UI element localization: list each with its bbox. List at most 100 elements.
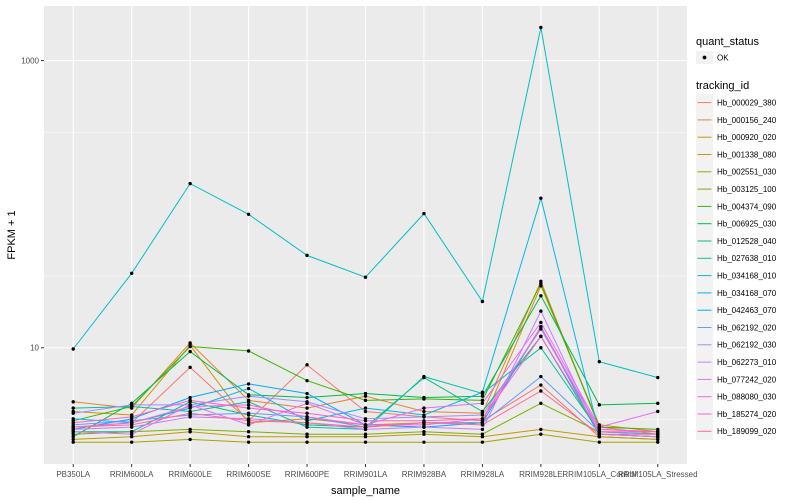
data-point-Hb_004374_090-RRIM600PE [305,378,309,383]
data-point-Hb_000029_380-RRIM901LA [363,409,368,414]
data-point-Hb_088080_030-RRIM928LE [539,325,543,329]
data-point-Hb_185274_020-RRIM600LE [188,398,192,403]
data-point-Hb_077242_020-PB350LA [71,430,75,434]
legend-label-Hb_189099_020: Hb_189099_020 [717,427,777,436]
data-point-Hb_034168_010-RRIM928LA [480,299,485,304]
data-point-Hb_077242_020-RRIM600LA [129,432,134,436]
data-point-Hb_042463_070-RRIM600LE [188,395,192,400]
x-tick-label: RRIM928LA [461,470,505,479]
data-point-Hb_034168_070-RRIM600SE [246,386,251,391]
data-point-Hb_062192_030-RRIM928BA [422,415,426,419]
data-point-Hb_034168_010-RRIM928LE [539,25,543,30]
data-point-Hb_189099_020-RRIM928LE [539,389,543,393]
data-point-Hb_006925_030-RRIM600LE [188,349,192,354]
data-point-Hb_077242_020-RRIM600SE [246,423,251,427]
legend: quant_status OK tracking_id Hb_000029_380 Hb… [696,36,777,440]
legend-point-key [702,55,707,60]
data-point-Hb_003125_100-RRIM928BA [422,430,426,434]
data-point-Hb_189099_020-RRIM928LA [480,423,485,427]
data-point-Hb_088080_030-RRIM600PE [305,415,309,419]
x-tick-label: RRIM600SE [226,470,270,479]
legend-label-OK: OK [717,54,729,63]
data-point-Hb_042463_070-RRIM600PE [305,391,309,396]
axes: 10 1000 PB350LA RRIM600LA RRIM600LE RRIM600SE… [21,57,697,479]
legend-title-tracking-id: tracking_id [696,80,749,92]
data-point-Hb_062192_030-RRIM600LA [129,403,134,407]
data-point-Hb_003125_100-RRIM600LE [188,427,192,432]
legend-label-Hb_034168_070: Hb_034168_070 [717,289,777,298]
data-point-Hb_062273_010-RRIM928LE [539,309,543,313]
data-point-Hb_004374_090-RRIM105LA_Stressed [656,427,660,432]
data-point-Hb_003125_100-RRIM600SE [246,430,251,434]
data-point-Hb_006925_030-RRIM105LA_Stressed [656,401,660,406]
x-tick-label: RRIM105LA_Control [562,470,636,479]
data-point-Hb_027638_010-RRIM600PE [305,425,309,429]
data-point-Hb_062192_020-RRIM928LE [539,374,543,379]
data-point-Hb_004374_090-RRIM901LA [363,398,368,403]
data-point-Hb_088080_030-RRIM600SE [246,403,251,407]
x-tick-label: RRIM600LE [168,470,212,479]
data-point-Hb_034168_010-RRIM105LA_Stressed [656,375,660,380]
data-point-Hb_185274_020-RRIM105LA_Stressed [656,430,660,434]
data-point-Hb_001338_080-RRIM928BA [422,432,426,436]
data-point-Hb_185274_020-RRIM600PE [305,411,309,415]
y-axis-title: FPKM + 1 [6,210,18,259]
legend-label-Hb_006925_030: Hb_006925_030 [717,220,777,229]
data-point-Hb_000156_240-RRIM600PE [305,406,309,410]
data-point-Hb_004374_090-RRIM600SE [246,349,251,353]
data-point-Hb_088080_030-RRIM105LA_Control [597,427,602,432]
legend-title-quant-status: quant_status [696,36,759,48]
data-point-Hb_077242_020-RRIM928LA [480,401,485,406]
data-point-Hb_189099_020-RRIM600LE [188,411,192,415]
data-point-Hb_003125_100-RRIM901LA [363,432,368,436]
legend-label-Hb_062192_020: Hb_062192_020 [717,323,777,332]
data-point-Hb_185274_020-PB350LA [71,421,75,425]
data-point-Hb_001338_080-RRIM105LA_Control [597,435,602,439]
data-point-Hb_004374_090-RRIM600LE [188,344,192,349]
data-point-Hb_034168_070-RRIM928LA [480,390,485,394]
data-point-Hb_185274_020-RRIM600SE [246,406,251,410]
legend-label-Hb_077242_020: Hb_077242_020 [717,375,777,384]
data-point-Hb_062192_030-PB350LA [71,411,75,415]
legend-label-Hb_003125_100: Hb_003125_100 [717,185,777,194]
data-point-Hb_003125_100-RRIM600PE [305,432,309,436]
data-point-Hb_000156_240-PB350LA [71,400,75,404]
data-point-Hb_006925_030-RRIM105LA_Control [597,403,602,407]
data-point-Hb_002551_030-RRIM600SE [246,440,251,444]
data-point-Hb_012528_040-RRIM600LA [129,430,134,434]
data-point-Hb_001338_080-RRIM901LA [363,435,368,439]
data-point-Hb_006925_030-RRIM928LE [539,294,543,298]
data-point-Hb_077242_020-RRIM105LA_Stressed [656,409,660,414]
data-point-Hb_062273_010-RRIM105LA_Stressed [656,435,660,439]
x-tick-label: RRIM928LE [519,470,563,479]
data-point-Hb_077242_020-RRIM928LE [539,320,543,325]
data-point-Hb_185274_020-RRIM928LE [539,334,543,339]
data-point-Hb_189099_020-RRIM600SE [246,419,251,423]
data-point-Hb_189099_020-RRIM600PE [305,421,309,425]
data-point-Hb_185274_020-RRIM105LA_Control [597,430,602,434]
data-point-Hb_077242_020-RRIM600PE [305,401,309,406]
data-point-Hb_000029_380-RRIM600PE [305,363,309,367]
data-point-Hb_002551_030-RRIM901LA [363,440,368,444]
legend-label-Hb_000029_380: Hb_000029_380 [717,99,777,108]
data-point-Hb_189099_020-RRIM105LA_Stressed [656,432,660,436]
data-point-Hb_034168_010-RRIM901LA [363,275,368,279]
data-point-Hb_034168_070-RRIM901LA [363,406,368,410]
data-point-Hb_034168_010-RRIM600LE [188,181,192,186]
data-point-Hb_027638_010-RRIM600SE [246,400,251,404]
data-point-Hb_034168_010-RRIM600PE [305,253,309,258]
data-point-Hb_034168_010-RRIM600SE [246,212,251,217]
x-tick-label: RRIM600PE [285,470,329,479]
legend-label-Hb_062273_010: Hb_062273_010 [717,358,777,367]
grid-lines [44,6,687,464]
data-point-Hb_006925_030-PB350LA [71,435,75,439]
x-tick-label: RRIM928BA [402,470,447,479]
x-tick-label: RRIM600LA [110,470,154,479]
data-point-Hb_000156_240-RRIM600LE [188,341,192,345]
data-point-Hb_002551_030-PB350LA [71,440,75,444]
data-point-Hb_004374_090-RRIM928LA [480,398,485,403]
data-point-Hb_062273_010-RRIM928LA [480,427,485,432]
data-point-Hb_002551_030-RRIM600LA [129,440,134,444]
data-point-Hb_002551_030-RRIM105LA_Stressed [656,440,660,444]
data-point-Hb_027638_010-PB350LA [71,406,75,410]
